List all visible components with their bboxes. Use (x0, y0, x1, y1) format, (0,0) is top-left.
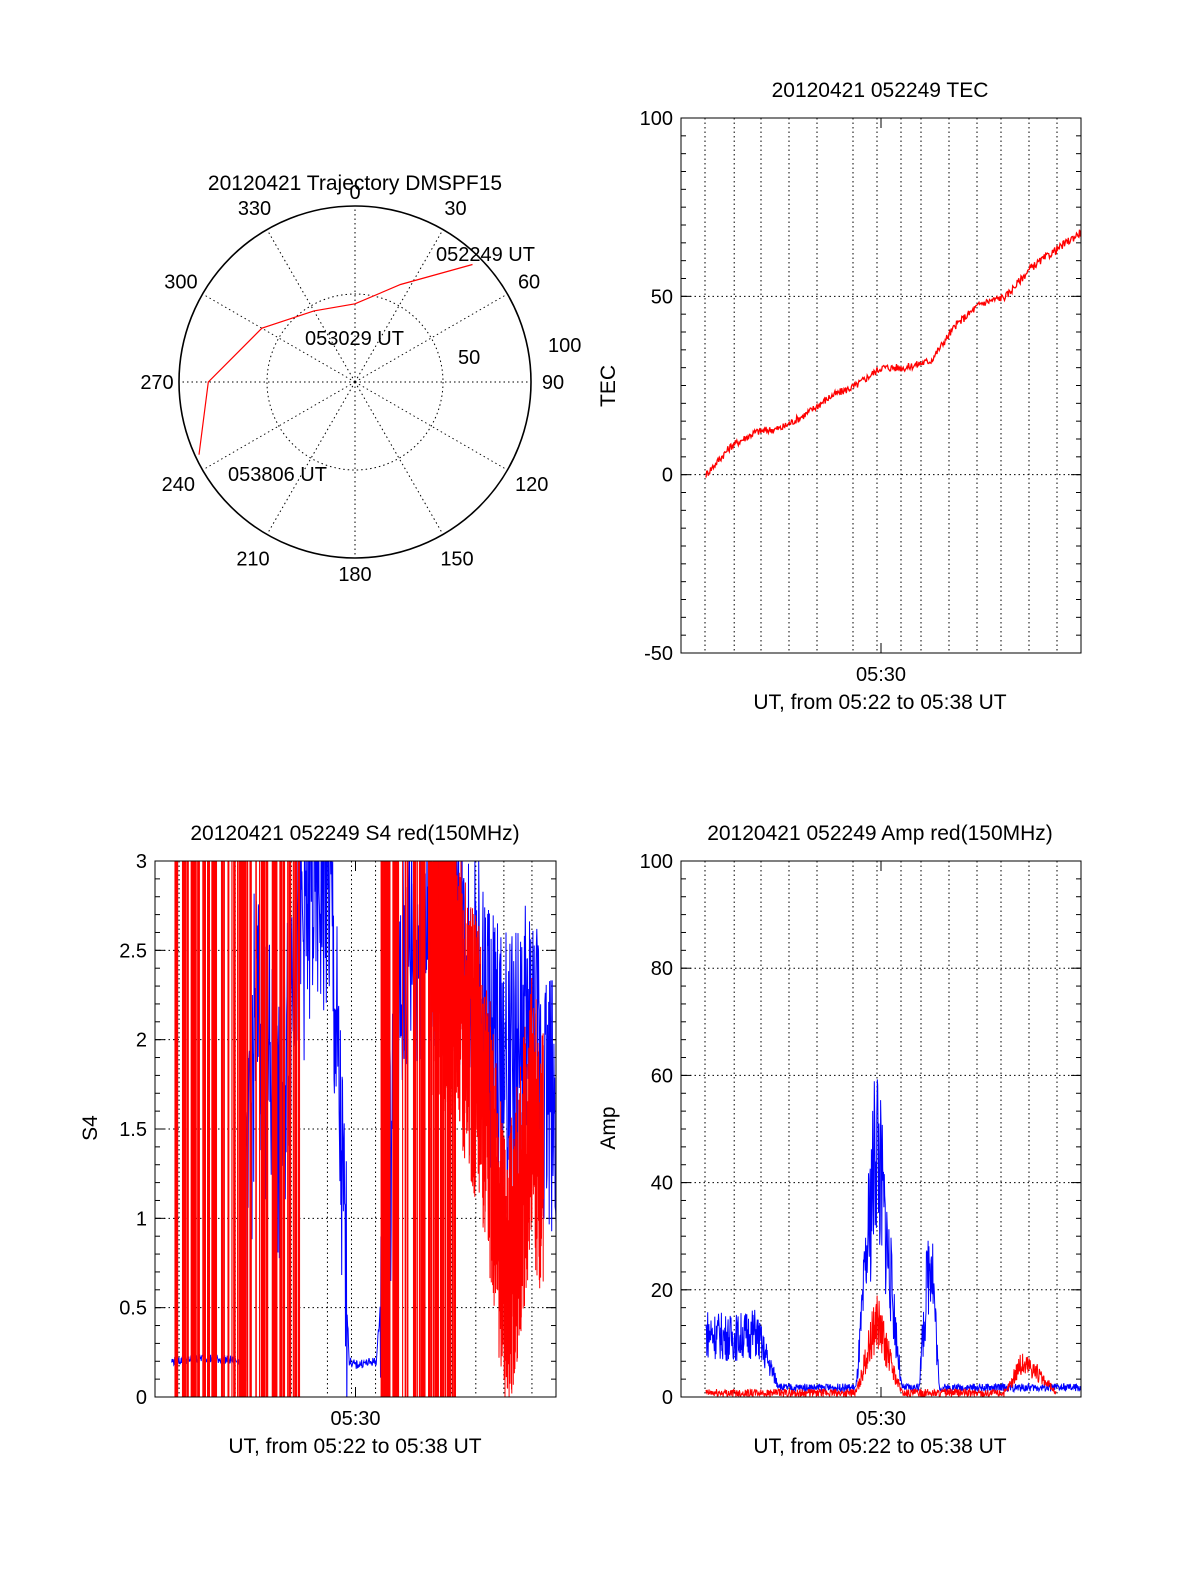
y-tick-label: 3 (136, 851, 147, 873)
polar-angle-label: 90 (542, 372, 564, 394)
trajectory-start-label: 052249 UT (436, 244, 535, 266)
y-tick-label: 20 (651, 1280, 673, 1302)
polar-angle-label: 300 (164, 272, 197, 294)
y-tick-label: 0 (662, 1387, 673, 1409)
s4-ylabel: S4 (79, 1115, 102, 1141)
tec-plot: 20120421 052249 TEC UT, from 05:22 to 05… (597, 79, 1082, 714)
plot-frame (680, 860, 1082, 1398)
trajectory-line (198, 263, 473, 455)
polar-spoke (354, 381, 444, 535)
y-tick-label: 0 (662, 465, 673, 487)
polar-angle-label: 210 (236, 549, 269, 571)
amp-title: 20120421 052249 Amp red(150MHz) (707, 822, 1053, 845)
tec-xlabel: UT, from 05:22 to 05:38 UT (753, 691, 1006, 714)
series-red-line (705, 1295, 1057, 1397)
y-tick-label: 100 (640, 851, 673, 873)
s4-plot: 20120421 052249 S4 red(150MHz) UT, from … (79, 822, 557, 1458)
x-tick-label: 05:30 (856, 1408, 906, 1430)
s4-title: 20120421 052249 S4 red(150MHz) (190, 822, 519, 845)
y-tick-label: 100 (640, 108, 673, 130)
x-tick-label: 05:30 (856, 664, 906, 686)
y-tick-label: 2 (136, 1030, 147, 1052)
polar-radius-label-50: 50 (458, 347, 480, 369)
y-tick-label: 2.5 (119, 940, 147, 962)
polar-angle-label: 60 (518, 272, 540, 294)
polar-title: 20120421 Trajectory DMSPF15 (208, 172, 502, 195)
amp-xlabel: UT, from 05:22 to 05:38 UT (753, 1435, 1006, 1458)
polar-ring-50 (266, 293, 444, 471)
y-tick-label: 1.5 (119, 1119, 147, 1141)
series-red-line (705, 229, 1081, 478)
polar-angle-labels: 0 30 60 90 120 150 180 210 240 270 300 330 (140, 182, 564, 586)
y-tick-label: 0 (136, 1387, 147, 1409)
polar-angle-label: 270 (140, 372, 173, 394)
series-blue-line (705, 1079, 1081, 1394)
polar-angle-label: 240 (162, 474, 195, 496)
tec-ylabel: TEC (597, 365, 620, 407)
s4-xlabel: UT, from 05:22 to 05:38 UT (228, 1435, 481, 1458)
polar-grid (179, 206, 531, 558)
x-tick-label: 05:30 (330, 1408, 380, 1430)
y-tick-label: -50 (644, 643, 673, 665)
trajectory-mid-label: 053029 UT (305, 328, 404, 350)
y-tick-label: 80 (651, 958, 673, 980)
y-tick-label: 60 (651, 1065, 673, 1087)
y-tick-label: 40 (651, 1173, 673, 1195)
polar-angle-label: 330 (238, 198, 271, 220)
polar-spoke (266, 381, 356, 535)
y-tick-label: 50 (651, 286, 673, 308)
trajectory-end-label: 053806 UT (228, 464, 327, 486)
series-blue-line (171, 861, 556, 1397)
polar-radius-label-100: 100 (548, 335, 581, 357)
polar-angle-label: 120 (515, 474, 548, 496)
polar-plot: 20120421 Trajectory DMSPF15 0 30 60 90 120 15… (140, 172, 581, 586)
plot-frame (680, 117, 1082, 654)
tec-title: 20120421 052249 TEC (772, 79, 989, 102)
y-tick-label: 1 (136, 1208, 147, 1230)
amp-plot: 20120421 052249 Amp red(150MHz) UT, from… (597, 822, 1082, 1458)
polar-angle-label: 30 (444, 198, 466, 220)
polar-angle-label: 150 (440, 549, 473, 571)
polar-angle-label: 0 (349, 182, 360, 204)
polar-angle-label: 180 (338, 564, 371, 586)
plot-frame (154, 860, 557, 1398)
y-tick-label: 0.5 (119, 1298, 147, 1320)
amp-ylabel: Amp (597, 1106, 620, 1149)
